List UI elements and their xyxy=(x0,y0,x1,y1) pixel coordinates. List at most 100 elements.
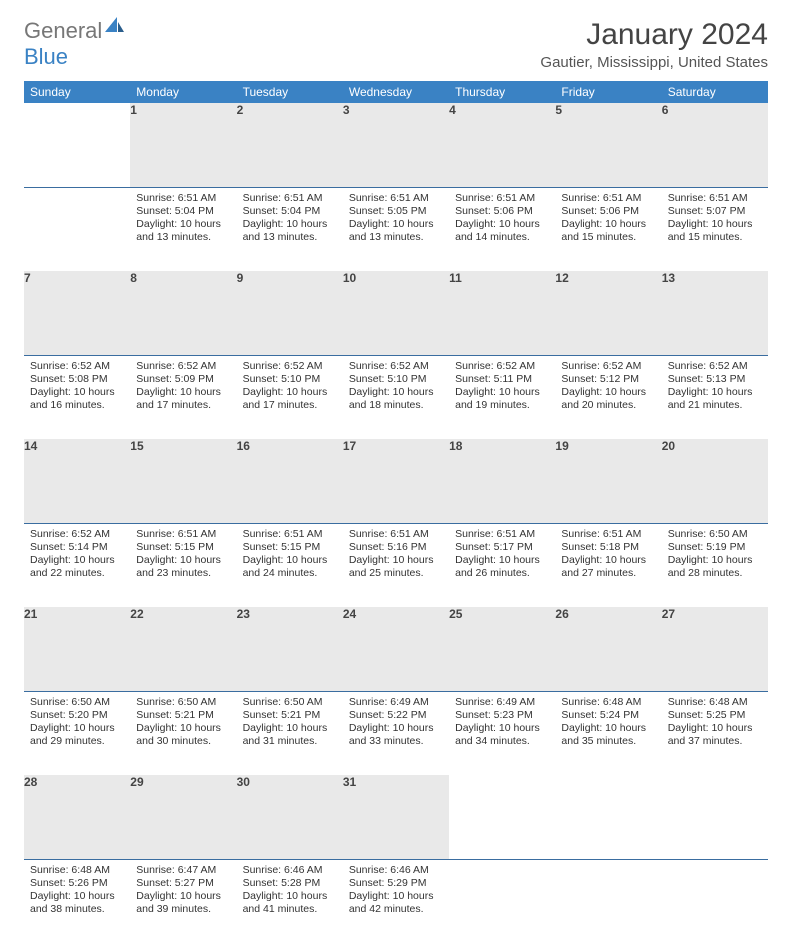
sunset-line: Sunset: 5:14 PM xyxy=(30,541,124,554)
sunrise-line: Sunrise: 6:51 AM xyxy=(136,192,230,205)
daylight-line: Daylight: 10 hours and 19 minutes. xyxy=(455,386,549,412)
sunrise-line: Sunrise: 6:52 AM xyxy=(668,360,762,373)
day-number-cell: 26 xyxy=(555,607,661,691)
sunrise-line: Sunrise: 6:52 AM xyxy=(455,360,549,373)
day-details: Sunrise: 6:50 AMSunset: 5:20 PMDaylight:… xyxy=(24,692,130,757)
day-details: Sunrise: 6:51 AMSunset: 5:07 PMDaylight:… xyxy=(662,188,768,253)
sunrise-line: Sunrise: 6:51 AM xyxy=(455,192,549,205)
day-details: Sunrise: 6:51 AMSunset: 5:15 PMDaylight:… xyxy=(130,524,236,589)
day-number-cell xyxy=(24,103,130,187)
calendar-body: 123456Sunrise: 6:51 AMSunset: 5:04 PMDay… xyxy=(24,103,768,943)
day-content-cell xyxy=(555,859,661,943)
daylight-line: Daylight: 10 hours and 33 minutes. xyxy=(349,722,443,748)
day-details: Sunrise: 6:50 AMSunset: 5:21 PMDaylight:… xyxy=(130,692,236,757)
sunrise-line: Sunrise: 6:47 AM xyxy=(136,864,230,877)
day-number-cell: 22 xyxy=(130,607,236,691)
day-content-row: Sunrise: 6:51 AMSunset: 5:04 PMDaylight:… xyxy=(24,187,768,271)
sunset-line: Sunset: 5:04 PM xyxy=(136,205,230,218)
day-content-cell: Sunrise: 6:46 AMSunset: 5:28 PMDaylight:… xyxy=(237,859,343,943)
daylight-line: Daylight: 10 hours and 17 minutes. xyxy=(243,386,337,412)
day-number-cell: 12 xyxy=(555,271,661,355)
sunrise-line: Sunrise: 6:52 AM xyxy=(30,528,124,541)
daylight-line: Daylight: 10 hours and 15 minutes. xyxy=(668,218,762,244)
day-content-cell: Sunrise: 6:51 AMSunset: 5:04 PMDaylight:… xyxy=(130,187,236,271)
daylight-line: Daylight: 10 hours and 22 minutes. xyxy=(30,554,124,580)
day-number-row: 78910111213 xyxy=(24,271,768,355)
month-title: January 2024 xyxy=(540,18,768,52)
sunset-line: Sunset: 5:17 PM xyxy=(455,541,549,554)
day-content-row: Sunrise: 6:52 AMSunset: 5:08 PMDaylight:… xyxy=(24,355,768,439)
day-number-cell: 21 xyxy=(24,607,130,691)
day-number-cell: 20 xyxy=(662,439,768,523)
day-details: Sunrise: 6:46 AMSunset: 5:28 PMDaylight:… xyxy=(237,860,343,925)
weekday-header: Saturday xyxy=(662,81,768,103)
sunrise-line: Sunrise: 6:51 AM xyxy=(349,192,443,205)
daylight-line: Daylight: 10 hours and 13 minutes. xyxy=(243,218,337,244)
day-details: Sunrise: 6:51 AMSunset: 5:16 PMDaylight:… xyxy=(343,524,449,589)
sunrise-line: Sunrise: 6:52 AM xyxy=(243,360,337,373)
sunrise-line: Sunrise: 6:51 AM xyxy=(243,528,337,541)
day-content-cell: Sunrise: 6:51 AMSunset: 5:15 PMDaylight:… xyxy=(237,523,343,607)
day-number-cell: 1 xyxy=(130,103,236,187)
sunset-line: Sunset: 5:06 PM xyxy=(455,205,549,218)
day-number-cell: 6 xyxy=(662,103,768,187)
day-details: Sunrise: 6:49 AMSunset: 5:22 PMDaylight:… xyxy=(343,692,449,757)
day-details: Sunrise: 6:51 AMSunset: 5:04 PMDaylight:… xyxy=(130,188,236,253)
sunrise-line: Sunrise: 6:50 AM xyxy=(136,696,230,709)
daylight-line: Daylight: 10 hours and 17 minutes. xyxy=(136,386,230,412)
day-number-cell: 24 xyxy=(343,607,449,691)
day-content-cell xyxy=(449,859,555,943)
day-content-cell: Sunrise: 6:52 AMSunset: 5:13 PMDaylight:… xyxy=(662,355,768,439)
sunset-line: Sunset: 5:05 PM xyxy=(349,205,443,218)
daylight-line: Daylight: 10 hours and 15 minutes. xyxy=(561,218,655,244)
sunset-line: Sunset: 5:15 PM xyxy=(136,541,230,554)
day-number-cell xyxy=(555,775,661,859)
sunrise-line: Sunrise: 6:52 AM xyxy=(30,360,124,373)
day-content-cell: Sunrise: 6:52 AMSunset: 5:10 PMDaylight:… xyxy=(237,355,343,439)
day-number-cell: 29 xyxy=(130,775,236,859)
weekday-header: Wednesday xyxy=(343,81,449,103)
day-number-row: 21222324252627 xyxy=(24,607,768,691)
sunrise-line: Sunrise: 6:51 AM xyxy=(243,192,337,205)
sunset-line: Sunset: 5:28 PM xyxy=(243,877,337,890)
day-number-cell: 8 xyxy=(130,271,236,355)
day-number-cell: 31 xyxy=(343,775,449,859)
sunset-line: Sunset: 5:23 PM xyxy=(455,709,549,722)
weekday-header: Tuesday xyxy=(237,81,343,103)
weekday-row: SundayMondayTuesdayWednesdayThursdayFrid… xyxy=(24,81,768,103)
daylight-line: Daylight: 10 hours and 25 minutes. xyxy=(349,554,443,580)
sunset-line: Sunset: 5:20 PM xyxy=(30,709,124,722)
sunrise-line: Sunrise: 6:48 AM xyxy=(561,696,655,709)
day-content-cell: Sunrise: 6:51 AMSunset: 5:04 PMDaylight:… xyxy=(237,187,343,271)
day-number-cell xyxy=(662,775,768,859)
day-details: Sunrise: 6:51 AMSunset: 5:18 PMDaylight:… xyxy=(555,524,661,589)
day-number-cell: 10 xyxy=(343,271,449,355)
daylight-line: Daylight: 10 hours and 27 minutes. xyxy=(561,554,655,580)
location-text: Gautier, Mississippi, United States xyxy=(540,54,768,71)
sunset-line: Sunset: 5:27 PM xyxy=(136,877,230,890)
sunrise-line: Sunrise: 6:52 AM xyxy=(349,360,443,373)
weekday-header: Sunday xyxy=(24,81,130,103)
sunrise-line: Sunrise: 6:51 AM xyxy=(668,192,762,205)
sunrise-line: Sunrise: 6:50 AM xyxy=(668,528,762,541)
sunset-line: Sunset: 5:13 PM xyxy=(668,373,762,386)
sunrise-line: Sunrise: 6:51 AM xyxy=(561,528,655,541)
day-content-cell: Sunrise: 6:46 AMSunset: 5:29 PMDaylight:… xyxy=(343,859,449,943)
sunrise-line: Sunrise: 6:52 AM xyxy=(136,360,230,373)
day-details: Sunrise: 6:48 AMSunset: 5:26 PMDaylight:… xyxy=(24,860,130,925)
day-content-cell xyxy=(24,187,130,271)
sunrise-line: Sunrise: 6:48 AM xyxy=(668,696,762,709)
day-number-cell: 19 xyxy=(555,439,661,523)
weekday-header: Friday xyxy=(555,81,661,103)
daylight-line: Daylight: 10 hours and 13 minutes. xyxy=(136,218,230,244)
daylight-line: Daylight: 10 hours and 26 minutes. xyxy=(455,554,549,580)
day-details: Sunrise: 6:52 AMSunset: 5:14 PMDaylight:… xyxy=(24,524,130,589)
calendar-head: SundayMondayTuesdayWednesdayThursdayFrid… xyxy=(24,81,768,103)
day-content-cell: Sunrise: 6:50 AMSunset: 5:21 PMDaylight:… xyxy=(237,691,343,775)
day-details: Sunrise: 6:51 AMSunset: 5:06 PMDaylight:… xyxy=(555,188,661,253)
weekday-header: Monday xyxy=(130,81,236,103)
sunset-line: Sunset: 5:15 PM xyxy=(243,541,337,554)
weekday-header: Thursday xyxy=(449,81,555,103)
day-content-cell: Sunrise: 6:52 AMSunset: 5:14 PMDaylight:… xyxy=(24,523,130,607)
logo-sail-icon xyxy=(104,16,126,34)
